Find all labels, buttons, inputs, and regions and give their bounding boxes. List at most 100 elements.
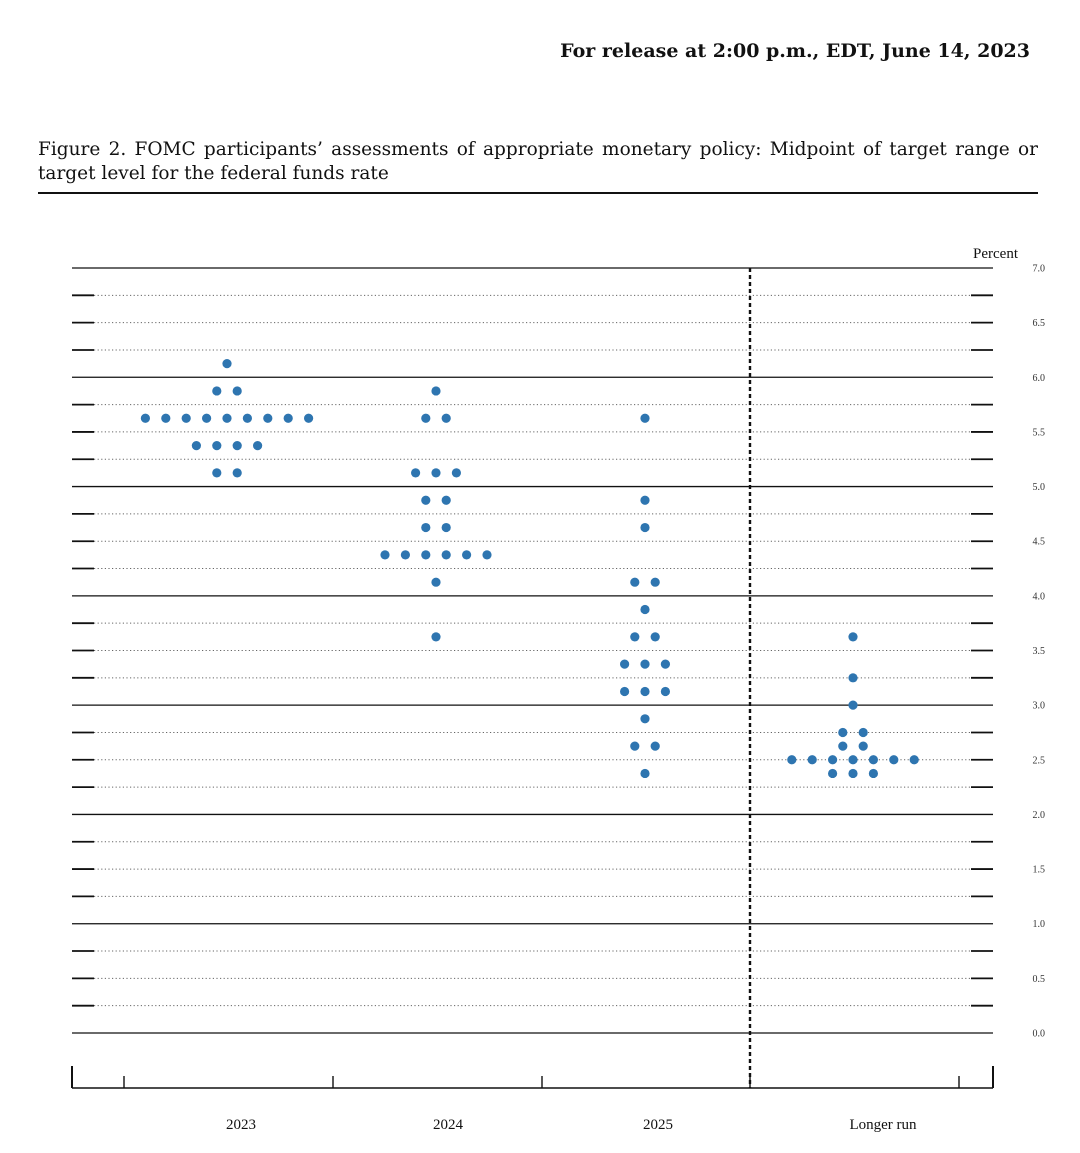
participant-dot xyxy=(411,468,421,478)
participant-dot xyxy=(441,413,451,423)
x-category-label: 2025 xyxy=(643,1117,673,1133)
participant-dot xyxy=(421,413,431,423)
participant-dot xyxy=(431,386,441,396)
participant-dot xyxy=(868,768,879,779)
y-tick-label: 7.0 xyxy=(1033,264,1046,275)
participant-dot xyxy=(630,577,640,587)
title-rule xyxy=(38,192,1038,194)
participant-dot xyxy=(421,522,431,533)
participant-dot xyxy=(283,413,293,423)
participant-dot xyxy=(212,386,222,396)
y-tick-label: 5.0 xyxy=(1033,482,1046,493)
participant-dot xyxy=(858,727,868,738)
participant-dot xyxy=(650,632,660,642)
participant-dot xyxy=(462,550,472,560)
participant-dot xyxy=(451,468,461,478)
participant-dot xyxy=(868,755,879,765)
participant-dot xyxy=(889,755,899,765)
participant-dot xyxy=(140,413,150,423)
participant-dot xyxy=(640,522,650,533)
participant-dot xyxy=(232,468,242,478)
participant-dot xyxy=(909,755,919,765)
participant-dot xyxy=(650,577,660,587)
x-category-label: 2024 xyxy=(433,1117,464,1133)
participant-dot xyxy=(828,768,838,779)
participant-dot xyxy=(620,686,630,697)
participant-dot xyxy=(848,632,858,642)
participant-dot xyxy=(421,550,431,560)
participant-dot xyxy=(660,686,671,697)
y-tick-labels: 0.0 0.5 1.0 1.5 2.0 2.5 3.0 3.5 4.0 4.5 5.0 5.5 6.0 6… xyxy=(1033,264,1046,1040)
participant-dot xyxy=(242,413,252,423)
release-notice: For release at 2:00 p.m., EDT, June 14, … xyxy=(560,40,1030,62)
y-tick-label: 4.0 xyxy=(1033,591,1046,602)
y-tick-label: 0.5 xyxy=(1033,974,1046,985)
chart-grid xyxy=(72,267,993,1088)
participant-dot xyxy=(640,768,650,779)
y-tick-label: 2.5 xyxy=(1033,755,1046,766)
participant-dot xyxy=(441,495,451,505)
participant-dot xyxy=(222,413,232,423)
participant-dot xyxy=(838,727,848,738)
participant-dot xyxy=(807,755,817,765)
participant-dot xyxy=(212,468,222,478)
participant-dot xyxy=(650,741,660,751)
participant-dot xyxy=(191,440,201,451)
participant-dot xyxy=(482,550,492,560)
participant-dot xyxy=(640,604,650,615)
participant-dot xyxy=(222,359,232,369)
participant-dot xyxy=(161,413,171,423)
x-category-label: 2023 xyxy=(226,1117,256,1133)
participant-dot xyxy=(263,413,273,423)
participant-dot xyxy=(848,700,858,710)
participant-dot xyxy=(212,440,222,451)
y-tick-label: 3.0 xyxy=(1033,701,1046,712)
participant-dot xyxy=(232,440,242,451)
participant-dot xyxy=(630,632,640,642)
participant-dot xyxy=(640,659,650,669)
x-category-labels: 2023 2024 2025 Longer run xyxy=(226,1117,917,1133)
participant-dot xyxy=(640,413,650,423)
participant-dots xyxy=(140,359,919,779)
participant-dot xyxy=(232,386,242,396)
participant-dot xyxy=(431,632,441,642)
y-tick-label: 4.5 xyxy=(1033,537,1046,548)
participant-dot xyxy=(630,741,640,751)
participant-dot xyxy=(640,495,650,505)
participant-dot xyxy=(640,714,650,724)
y-tick-label: 0.0 xyxy=(1033,1029,1046,1040)
figure-title: Figure 2. FOMC participants’ assessments… xyxy=(38,139,1038,184)
participant-dot xyxy=(431,577,441,587)
participant-dot xyxy=(441,550,451,560)
participant-dot xyxy=(838,741,848,751)
participant-dot xyxy=(441,522,451,533)
y-tick-label: 2.0 xyxy=(1033,810,1046,821)
participant-dot xyxy=(421,495,431,505)
participant-dot xyxy=(828,755,838,765)
participant-dot xyxy=(848,768,858,779)
participant-dot xyxy=(253,440,263,451)
participant-dot xyxy=(181,413,191,423)
y-tick-label: 6.0 xyxy=(1033,373,1046,384)
participant-dot xyxy=(858,741,868,751)
participant-dot xyxy=(400,550,410,560)
participant-dot xyxy=(202,413,212,423)
y-tick-label: 1.5 xyxy=(1033,865,1046,876)
participant-dot xyxy=(620,659,630,669)
participant-dot xyxy=(431,468,441,478)
participant-dot xyxy=(660,659,671,669)
participant-dot xyxy=(848,673,858,683)
x-category-label: Longer run xyxy=(849,1117,917,1133)
y-tick-label: 5.5 xyxy=(1033,427,1046,438)
y-tick-label: 1.0 xyxy=(1033,919,1046,930)
participant-dot xyxy=(304,413,314,423)
y-axis-unit-label: Percent xyxy=(973,246,1019,262)
participant-dot xyxy=(787,755,797,765)
y-tick-label: 3.5 xyxy=(1033,646,1046,657)
participant-dot xyxy=(848,755,858,765)
y-tick-label: 6.5 xyxy=(1033,318,1046,329)
participant-dot xyxy=(380,550,390,560)
participant-dot xyxy=(640,686,650,697)
x-axis xyxy=(71,1066,994,1089)
